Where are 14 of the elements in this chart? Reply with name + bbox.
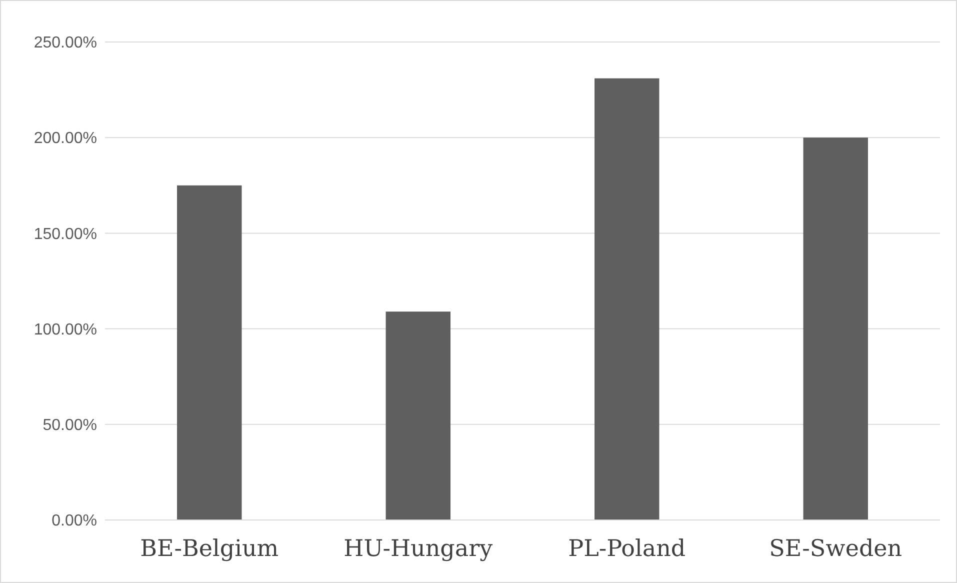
y-tick-label: 50.00% xyxy=(42,417,97,434)
bar xyxy=(386,312,450,520)
y-tick-label: 200.00% xyxy=(34,130,97,148)
y-tick-label: 100.00% xyxy=(34,321,97,338)
y-tick-label: 150.00% xyxy=(34,226,97,243)
x-tick-label: HU-Hungary xyxy=(344,536,493,562)
y-tick-label: 0.00% xyxy=(52,512,97,530)
x-tick-label: SE-Sweden xyxy=(769,536,902,562)
y-tick-label: 250.00% xyxy=(34,34,97,52)
bar xyxy=(177,185,242,520)
bar xyxy=(594,78,660,520)
bar xyxy=(803,138,868,520)
x-tick-label: BE-Belgium xyxy=(140,536,279,562)
x-tick-label: PL-Poland xyxy=(568,536,686,562)
